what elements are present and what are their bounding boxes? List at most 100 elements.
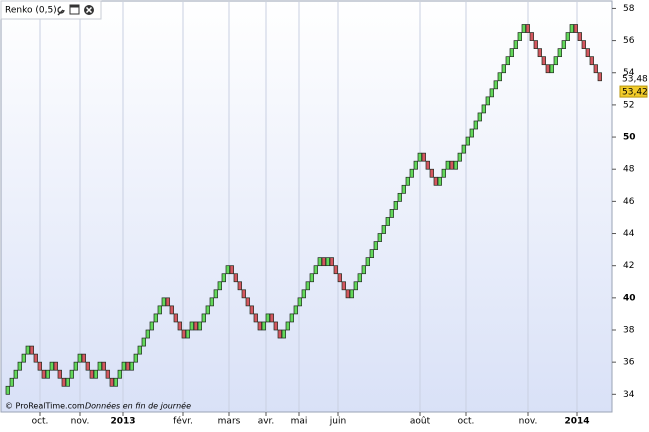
y-tick-label: 58: [623, 4, 635, 14]
down-brick: [573, 24, 578, 33]
up-brick: [97, 361, 102, 371]
y-tick-label: 52: [623, 100, 634, 110]
up-brick: [261, 321, 266, 331]
up-brick: [25, 345, 30, 355]
down-brick: [101, 361, 106, 371]
up-brick: [77, 353, 82, 363]
y-tick-label: 44: [623, 229, 635, 239]
up-brick: [117, 369, 122, 379]
down-brick: [173, 313, 178, 323]
close-icon-x: [85, 6, 93, 14]
up-brick: [209, 297, 214, 307]
axes: oct. nov. 2013 févr. mars avr. mai juin août oct.…: [32, 4, 648, 427]
down-brick: [449, 160, 454, 170]
up-brick: [369, 249, 374, 258]
up-brick: [497, 72, 502, 82]
down-brick: [525, 24, 530, 33]
up-brick: [393, 201, 398, 210]
up-brick: [293, 305, 298, 315]
down-brick: [33, 353, 38, 363]
settings-icon[interactable]: [57, 6, 65, 16]
up-brick: [493, 80, 498, 90]
up-brick: [389, 209, 394, 218]
up-brick: [9, 377, 14, 387]
x-tick-label: nov.: [519, 417, 538, 427]
down-brick: [537, 48, 542, 58]
up-brick: [561, 40, 566, 49]
up-brick: [417, 152, 422, 162]
up-brick: [137, 345, 142, 355]
x-tick-label: févr.: [173, 416, 193, 427]
up-brick: [377, 233, 382, 242]
up-brick: [349, 289, 354, 299]
up-brick: [113, 377, 118, 387]
up-brick: [409, 168, 414, 178]
y-tick-label: 54: [623, 68, 635, 78]
up-brick: [197, 321, 202, 331]
up-brick: [141, 337, 146, 347]
up-brick: [401, 184, 406, 194]
last-close-label: 53,48: [622, 75, 648, 85]
down-brick: [345, 289, 350, 299]
y-tick-label: 56: [623, 36, 635, 46]
y-tick-label: 38: [623, 326, 635, 336]
up-brick: [453, 160, 458, 170]
up-brick: [305, 281, 310, 291]
grid: [39, 2, 578, 412]
down-brick: [85, 361, 90, 371]
down-brick: [577, 32, 582, 41]
down-brick: [105, 369, 110, 379]
up-brick: [65, 377, 70, 387]
up-brick: [437, 176, 442, 186]
down-brick: [545, 64, 550, 74]
up-brick: [457, 152, 462, 162]
up-brick: [325, 257, 330, 267]
down-brick: [229, 265, 234, 275]
down-brick: [61, 377, 66, 387]
down-brick: [57, 369, 62, 379]
last-price-tag: [619, 85, 648, 98]
down-brick: [253, 313, 258, 323]
down-brick: [337, 273, 342, 283]
up-brick: [49, 361, 54, 371]
down-brick: [193, 321, 198, 331]
up-brick: [313, 265, 318, 275]
up-brick: [189, 321, 194, 331]
down-brick: [241, 289, 246, 299]
up-brick: [205, 305, 210, 315]
up-brick: [13, 369, 18, 379]
down-brick: [425, 160, 430, 170]
x-tick-label: mars: [218, 417, 241, 427]
up-brick: [513, 40, 518, 49]
down-brick: [169, 305, 174, 315]
up-brick: [517, 32, 522, 41]
x-tick-label: août: [410, 417, 431, 427]
x-tick-label: mai: [291, 417, 308, 427]
up-brick: [353, 281, 358, 291]
up-brick: [149, 321, 154, 331]
up-brick: [509, 48, 514, 58]
down-brick: [541, 56, 546, 66]
up-brick: [265, 313, 270, 323]
up-brick: [485, 96, 490, 106]
up-brick: [489, 88, 494, 98]
down-brick: [321, 257, 326, 267]
up-brick: [373, 241, 378, 250]
up-brick: [153, 313, 158, 323]
up-brick: [93, 369, 98, 379]
down-brick: [533, 40, 538, 49]
up-brick: [121, 361, 126, 371]
down-brick: [233, 273, 238, 283]
y-tick-label: 46: [623, 197, 635, 207]
down-brick: [329, 257, 334, 267]
down-brick: [53, 361, 58, 371]
up-brick: [297, 297, 302, 307]
up-brick: [21, 353, 26, 363]
plot-area: [0, 0, 613, 413]
up-brick: [73, 361, 78, 371]
up-brick: [477, 112, 482, 122]
up-brick: [381, 225, 386, 234]
up-brick: [385, 217, 390, 226]
up-brick: [361, 265, 366, 275]
y-tick-label: 50: [623, 133, 636, 143]
